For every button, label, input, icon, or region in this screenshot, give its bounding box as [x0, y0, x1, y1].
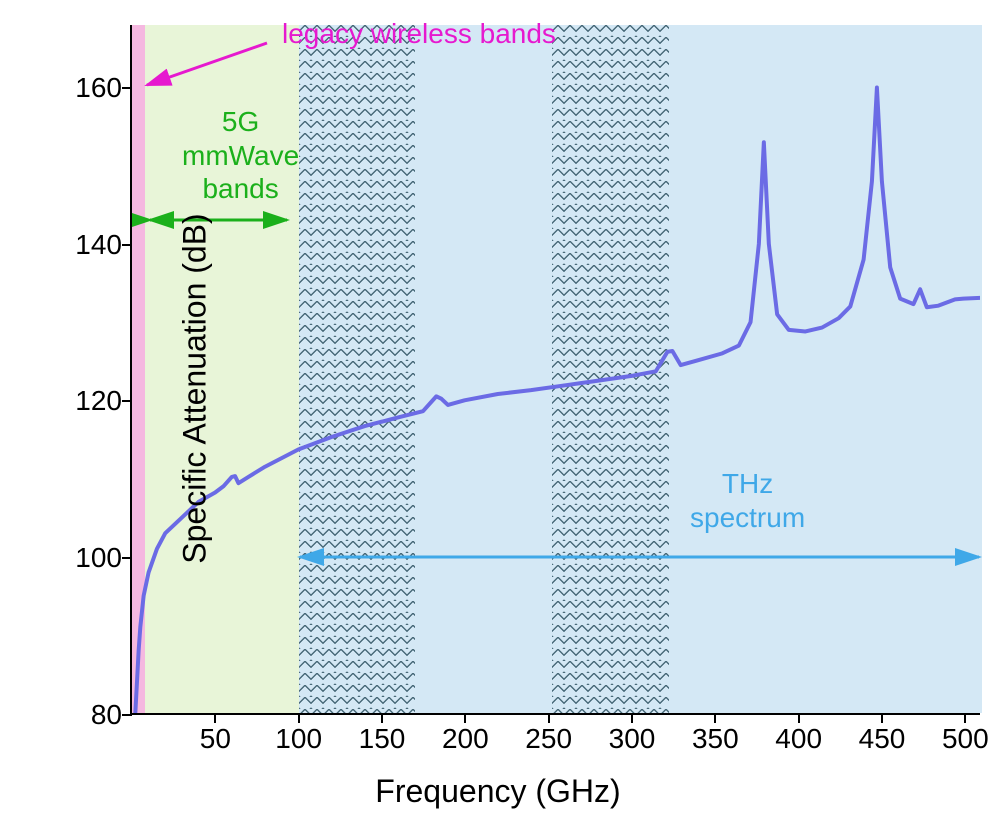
plot-area: 8010012014016050100150200250300350400450…: [130, 25, 980, 715]
y-tick-mark: [122, 244, 132, 246]
x-axis-label: Frequency (GHz): [0, 773, 996, 810]
thz-arrow: [132, 25, 982, 715]
y-tick-mark: [122, 714, 132, 716]
y-axis-label: Specific Attenuation (dB): [177, 213, 214, 563]
y-tick-mark: [122, 87, 132, 89]
y-tick-mark: [122, 557, 132, 559]
y-tick-mark: [122, 400, 132, 402]
chart-container: 8010012014016050100150200250300350400450…: [0, 0, 996, 827]
